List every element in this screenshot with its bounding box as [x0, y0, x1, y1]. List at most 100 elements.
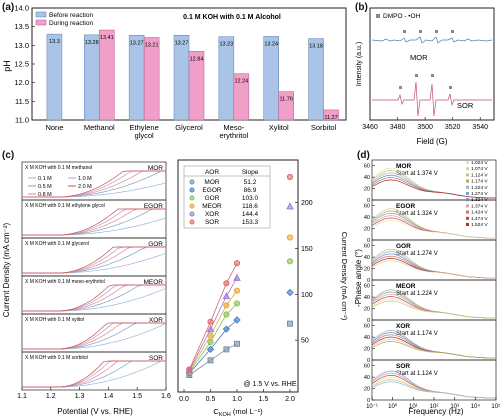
- d-potential-label: 1.174 V: [471, 179, 488, 185]
- d-potential-swatch: [466, 167, 469, 171]
- d-ytick-label: 20: [364, 347, 370, 353]
- d-potential-swatch: [466, 198, 469, 202]
- c2-point: [233, 287, 241, 294]
- c2-ytick-label: 50: [301, 338, 309, 345]
- d-potential-swatch: [466, 185, 469, 189]
- d-row-start: Start at 1.124 V: [396, 371, 438, 377]
- d-potential-swatch: [466, 179, 469, 183]
- c-lsv-curve: [22, 322, 166, 350]
- d-phase-curve: [371, 379, 497, 399]
- c2-table-name: SOR: [205, 219, 219, 226]
- a-xtick-label: Sorbitol: [311, 123, 337, 132]
- a-ytick-label: 11.5: [15, 97, 29, 106]
- b-xtick-label: 3500: [417, 124, 433, 131]
- c2-point: [223, 346, 230, 353]
- a-legend-swatch-during: [35, 19, 47, 26]
- c-xtick-label: 1.5: [132, 393, 142, 400]
- c2-fit-line: [189, 343, 238, 376]
- c2-point: [207, 332, 214, 339]
- d-xtick-label: 10⁻¹: [366, 404, 378, 410]
- panel-c-slope-chart: 0.0 0.5 1.0 1.5 2.0 50 100 150 200 CKOH (mol L⁻…: [177, 159, 349, 418]
- c2-point: [286, 202, 294, 210]
- d-row-start: Start at 1.274 V: [396, 251, 438, 257]
- panel-label-b: (b): [355, 2, 368, 13]
- d-ytick-label: 0: [367, 398, 370, 404]
- panel-b-chart: Intensity (a.u.) DMPO - •OH MOR SOR 3460…: [356, 7, 495, 146]
- b-ylabel: Intensity (a.u.): [356, 42, 363, 86]
- c2-point: [206, 345, 215, 354]
- d-row-tag: SOR: [396, 363, 410, 370]
- a-ytick-label: 11.0: [15, 116, 29, 125]
- a-legend-during: During reaction: [49, 20, 93, 27]
- a-ytick-label: 12.0: [14, 78, 29, 87]
- d-phase-curve: [371, 300, 497, 319]
- c2-xlabel: CKOH (mol L⁻¹): [213, 407, 263, 418]
- c2-table-marker: [189, 179, 195, 185]
- c2-fit-line: [188, 290, 238, 372]
- a-ytick-label: 12.5: [14, 60, 29, 69]
- a-ytick-label: 13.0: [14, 41, 29, 50]
- a-xtick-label: erythritol: [219, 131, 248, 140]
- d-potential-swatch: [466, 216, 469, 220]
- c2-table-marker: [189, 187, 195, 193]
- d-ytick-label: 60: [364, 244, 370, 250]
- a-ytick-label: 14.0: [14, 4, 29, 13]
- a-bar-during-label: 13.21: [145, 42, 159, 48]
- d-potential-label: 1.224 V: [471, 185, 488, 191]
- c-lsv-curve: [22, 246, 166, 274]
- c2-table-slope: 103.0: [242, 195, 259, 202]
- c2-point: [207, 318, 214, 325]
- c2-fit-line: [188, 277, 238, 371]
- d-phase-curve: [371, 377, 497, 399]
- d-row-frame: [371, 359, 497, 401]
- c2-table-name: XOR: [205, 211, 219, 218]
- c2-xtick-label: 1.0: [232, 396, 242, 403]
- d-ytick-label: 60: [364, 164, 370, 170]
- c2-point: [223, 302, 230, 309]
- d-ytick-label: 40: [364, 295, 370, 301]
- d-ytick-label: 60: [364, 284, 370, 290]
- c-xtick-label: 1.1: [17, 393, 27, 400]
- c-row-tag: SOR: [149, 355, 163, 362]
- d-phase-curve: [371, 219, 497, 239]
- c-row-tag: MEOR: [144, 279, 164, 286]
- c2-xtick-label: 1.5: [259, 396, 269, 403]
- c2-ytick-label: 100: [301, 292, 313, 299]
- c-xtick-label: 1.2: [46, 393, 56, 400]
- c2-table-slope: 153.3: [242, 219, 259, 226]
- c2-point: [286, 234, 294, 241]
- c2-point: [233, 273, 241, 281]
- d-phase-curve: [371, 374, 497, 399]
- d-ytick-label: 20: [364, 187, 370, 193]
- c-row-header: X M KOH with 0.1 M sorbitol: [25, 355, 88, 361]
- d-ytick-label: 60: [364, 364, 370, 370]
- c2-ylabel: Current Density (mA cm⁻²): [340, 232, 349, 321]
- a-ylabel: pH: [2, 60, 12, 72]
- a-xtick-label: Xylitol: [269, 123, 289, 132]
- d-phase-curve: [371, 253, 497, 279]
- d-row-frame: [371, 319, 497, 361]
- a-bar-during-label: 12.84: [190, 56, 204, 62]
- c2-point: [206, 325, 215, 333]
- a-header: 0.1 M KOH with 0.1 M Alcohol: [183, 14, 281, 21]
- c2-point: [286, 173, 294, 181]
- c-lsv-curve: [22, 322, 166, 350]
- a-bar-during: [233, 73, 250, 121]
- c-row-tag: GOR: [148, 241, 163, 248]
- d-xtick-label: 10¹: [409, 404, 418, 410]
- d-potential-label: 1.124 V: [471, 172, 488, 178]
- b-trace-sor: [372, 81, 492, 117]
- d-phase-curve: [371, 293, 497, 319]
- d-ytick-label: 60: [364, 324, 370, 330]
- c-row-tag: MOR: [148, 165, 163, 172]
- d-ytick-label: 0: [367, 318, 370, 324]
- c2-fit-line: [189, 319, 238, 374]
- d-ytick-label: 40: [364, 215, 370, 221]
- d-ytick-label: 20: [364, 227, 370, 233]
- c2-point: [223, 280, 230, 287]
- d-ytick-label: 40: [364, 255, 370, 261]
- c2-xtick-label: 2.0: [285, 396, 295, 403]
- a-bar-during: [99, 29, 115, 121]
- d-phase-curve: [371, 260, 497, 279]
- c-lsv-curve: [22, 360, 166, 388]
